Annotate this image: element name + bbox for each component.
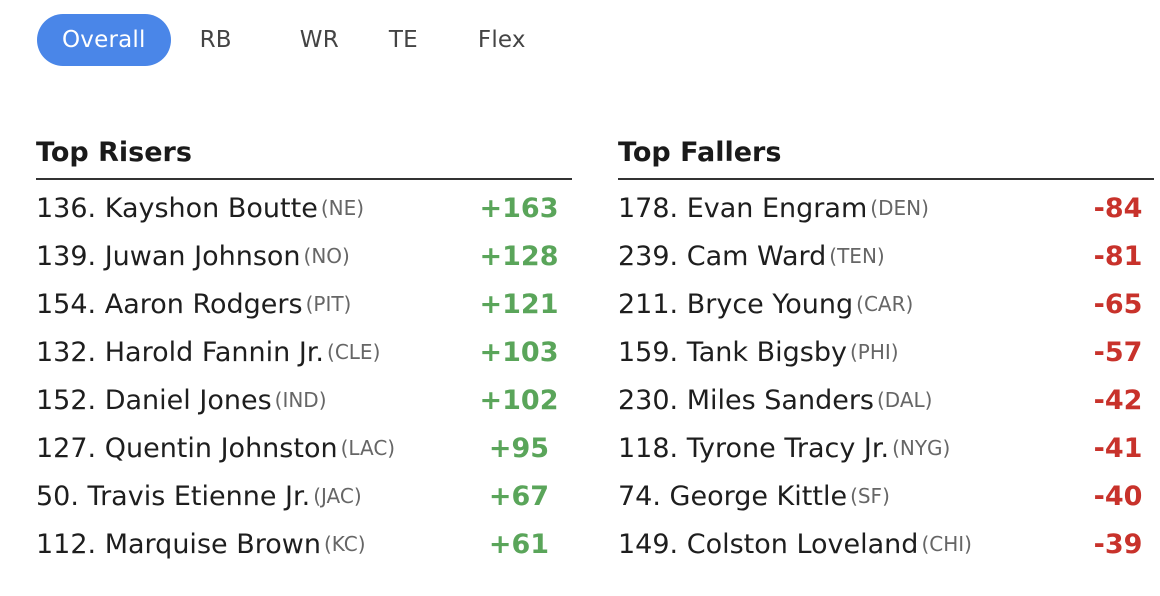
rank-change: +67: [488, 480, 550, 512]
rank-change: +163: [479, 192, 559, 224]
player-name[interactable]: 127. Quentin Johnston: [36, 432, 338, 464]
top-risers-panel: Top Risers 136. Kayshon Boutte (NE) +163…: [36, 136, 572, 568]
faller-row: 74. George Kittle (SF) -40: [618, 472, 1154, 520]
rank-change: +128: [479, 240, 559, 272]
player-name[interactable]: 152. Daniel Jones: [36, 384, 272, 416]
tab-te[interactable]: TE: [388, 27, 418, 53]
riser-row: 152. Daniel Jones (IND) +102: [36, 376, 572, 424]
rank-change: -39: [1093, 528, 1143, 560]
player-name[interactable]: 112. Marquise Brown: [36, 528, 321, 560]
player-name[interactable]: 159. Tank Bigsby: [618, 336, 847, 368]
rank-change: -40: [1093, 480, 1143, 512]
team-label: (CHI): [921, 532, 972, 556]
team-label: (LAC): [340, 436, 396, 460]
player-name[interactable]: 136. Kayshon Boutte: [36, 192, 318, 224]
top-fallers-list: 178. Evan Engram (DEN) -84 239. Cam Ward…: [618, 184, 1154, 568]
team-label: (CAR): [856, 292, 914, 316]
team-label: (KC): [323, 532, 366, 556]
rank-change: -41: [1093, 432, 1143, 464]
player-name[interactable]: 139. Juwan Johnson: [36, 240, 301, 272]
team-label: (TEN): [829, 244, 885, 268]
player-name[interactable]: 132. Harold Fannin Jr.: [36, 336, 325, 368]
rank-change: -81: [1093, 240, 1143, 272]
player-name[interactable]: 239. Cam Ward: [618, 240, 827, 272]
riser-row: 136. Kayshon Boutte (NE) +163: [36, 184, 572, 232]
riser-row: 154. Aaron Rodgers (PIT) +121: [36, 280, 572, 328]
tab-overall[interactable]: Overall: [37, 14, 171, 66]
player-name[interactable]: 149. Colston Loveland: [618, 528, 919, 560]
player-name[interactable]: 154. Aaron Rodgers: [36, 288, 303, 320]
faller-row: 239. Cam Ward (TEN) -81: [618, 232, 1154, 280]
position-tabs: Overall RB WR TE Flex: [37, 14, 551, 66]
team-label: (NE): [320, 196, 365, 220]
rank-change: -65: [1093, 288, 1143, 320]
rank-change: +95: [488, 432, 550, 464]
rank-change: +121: [479, 288, 559, 320]
team-label: (SF): [850, 484, 890, 508]
top-risers-list: 136. Kayshon Boutte (NE) +163 139. Juwan…: [36, 184, 572, 568]
team-label: (NO): [303, 244, 350, 268]
player-name[interactable]: 74. George Kittle: [618, 480, 848, 512]
player-name[interactable]: 230. Miles Sanders: [618, 384, 874, 416]
riser-row: 50. Travis Etienne Jr. (JAC) +67: [36, 472, 572, 520]
rank-change: +102: [479, 384, 559, 416]
rank-change: -57: [1093, 336, 1143, 368]
riser-row: 132. Harold Fannin Jr. (CLE) +103: [36, 328, 572, 376]
player-name[interactable]: 118. Tyrone Tracy Jr.: [618, 432, 890, 464]
faller-row: 159. Tank Bigsby (PHI) -57: [618, 328, 1154, 376]
faller-row: 211. Bryce Young (CAR) -65: [618, 280, 1154, 328]
rank-change: -42: [1093, 384, 1143, 416]
team-label: (CLE): [327, 340, 381, 364]
rank-change: -84: [1093, 192, 1143, 224]
riser-row: 127. Quentin Johnston (LAC) +95: [36, 424, 572, 472]
team-label: (PHI): [849, 340, 899, 364]
team-label: (DEN): [870, 196, 929, 220]
team-label: (IND): [274, 388, 327, 412]
team-label: (NYG): [892, 436, 951, 460]
riser-row: 112. Marquise Brown (KC) +61: [36, 520, 572, 568]
team-label: (PIT): [305, 292, 352, 316]
riser-row: 139. Juwan Johnson (NO) +128: [36, 232, 572, 280]
tab-flex[interactable]: Flex: [477, 27, 526, 53]
player-name[interactable]: 50. Travis Etienne Jr.: [36, 480, 311, 512]
tab-wr[interactable]: WR: [299, 27, 339, 53]
player-name[interactable]: 178. Evan Engram: [618, 192, 868, 224]
faller-row: 178. Evan Engram (DEN) -84: [618, 184, 1154, 232]
faller-row: 149. Colston Loveland (CHI) -39: [618, 520, 1154, 568]
rank-change: +61: [488, 528, 550, 560]
tab-rb[interactable]: RB: [199, 27, 232, 53]
faller-row: 118. Tyrone Tracy Jr. (NYG) -41: [618, 424, 1154, 472]
top-risers-title: Top Risers: [36, 136, 572, 180]
team-label: (JAC): [313, 484, 362, 508]
team-label: (DAL): [877, 388, 933, 412]
top-fallers-title: Top Fallers: [618, 136, 1154, 180]
player-name[interactable]: 211. Bryce Young: [618, 288, 854, 320]
faller-row: 230. Miles Sanders (DAL) -42: [618, 376, 1154, 424]
rank-change: +103: [479, 336, 559, 368]
top-fallers-panel: Top Fallers 178. Evan Engram (DEN) -84 2…: [618, 136, 1154, 568]
